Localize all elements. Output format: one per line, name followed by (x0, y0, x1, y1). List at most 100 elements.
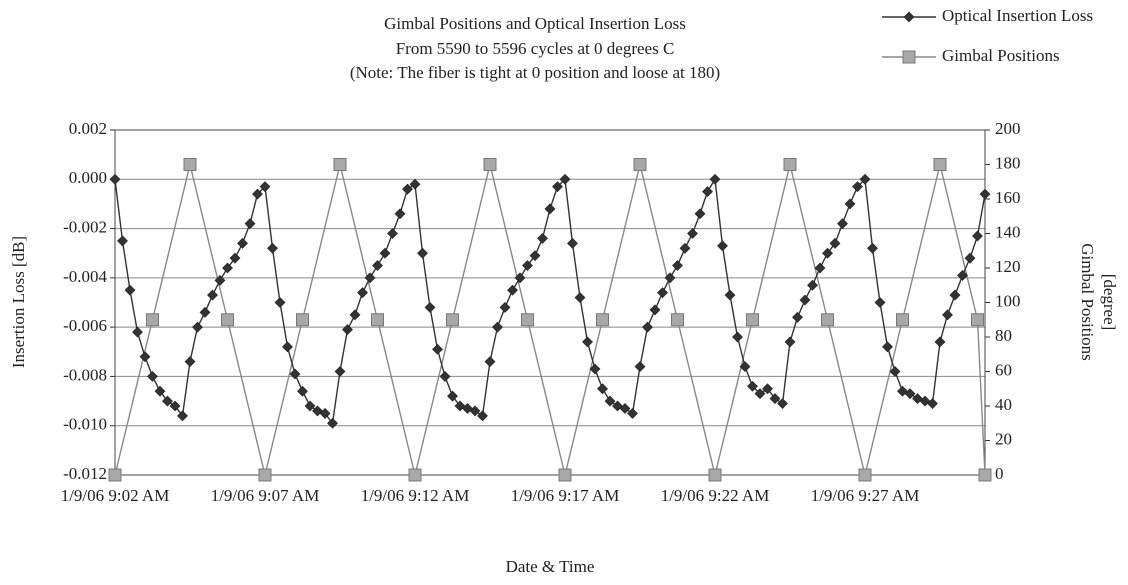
marker (221, 313, 234, 327)
y2-tick-label: 100 (995, 291, 1021, 310)
marker (372, 260, 383, 271)
y2-tick-label: 200 (995, 119, 1021, 138)
marker (334, 366, 346, 377)
marker (402, 183, 413, 195)
legend-marker (903, 11, 915, 23)
marker (709, 173, 721, 185)
legend-label: Gimbal Positions (942, 46, 1060, 65)
marker (207, 289, 218, 301)
x-tick-label: 1/9/06 9:22 AM (661, 486, 770, 505)
marker (762, 383, 773, 395)
marker (507, 284, 518, 296)
marker (821, 313, 834, 327)
legend-marker (902, 50, 916, 64)
marker (708, 468, 722, 482)
marker (394, 208, 406, 220)
marker (267, 242, 278, 254)
marker (333, 158, 347, 171)
marker (297, 385, 308, 397)
marker (754, 388, 766, 400)
marker (132, 326, 143, 338)
marker (184, 356, 196, 368)
marker (124, 284, 136, 296)
marker (258, 468, 272, 482)
marker (154, 385, 166, 397)
marker (327, 417, 338, 429)
y-tick-label: -0.006 (63, 316, 107, 335)
y2-axis-label: Gimbal Positions (1078, 243, 1097, 361)
marker (904, 388, 916, 400)
marker (379, 247, 391, 259)
y2-tick-label: 20 (995, 429, 1012, 448)
marker (183, 158, 197, 171)
marker (858, 468, 872, 482)
marker (252, 188, 263, 200)
marker (777, 398, 788, 409)
marker (867, 242, 878, 254)
marker (807, 279, 818, 291)
marker (874, 297, 886, 308)
marker (108, 468, 122, 482)
marker (933, 158, 947, 171)
marker (927, 398, 938, 409)
x-tick-label: 1/9/06 9:12 AM (361, 486, 470, 505)
marker (837, 218, 848, 230)
marker (409, 178, 421, 190)
chart-subtitle: From 5590 to 5596 cycles at 0 degrees C (396, 39, 675, 58)
marker (792, 311, 803, 323)
y-tick-label: -0.012 (63, 464, 107, 483)
marker (514, 272, 526, 284)
marker (619, 403, 631, 414)
marker (162, 395, 173, 407)
marker (972, 230, 983, 242)
marker (244, 218, 256, 230)
marker (282, 341, 293, 353)
marker (679, 242, 691, 254)
marker (537, 233, 548, 244)
plot-frame (114, 129, 986, 476)
marker (552, 181, 563, 193)
marker (192, 321, 203, 333)
marker (672, 260, 683, 271)
y-tick-label: -0.010 (63, 415, 107, 434)
marker (483, 158, 497, 171)
marker (859, 173, 871, 185)
marker (627, 407, 638, 419)
y2-tick-label: 180 (995, 153, 1021, 172)
marker (521, 313, 534, 327)
marker (484, 356, 496, 368)
y-tick-label: 0.002 (69, 119, 107, 138)
marker (469, 405, 481, 417)
marker (739, 361, 751, 372)
marker (889, 366, 901, 377)
x-tick-label: 1/9/06 9:27 AM (811, 486, 920, 505)
marker (642, 321, 653, 333)
marker (633, 158, 647, 171)
y-axis-label: Insertion Loss [dB] (9, 236, 28, 368)
marker (769, 393, 781, 405)
marker (687, 228, 698, 239)
marker (964, 252, 976, 264)
marker (657, 287, 668, 299)
marker (229, 252, 241, 264)
y2-tick-label: 60 (995, 360, 1012, 379)
marker (147, 371, 158, 382)
marker (747, 380, 758, 392)
marker (439, 371, 451, 382)
marker (222, 262, 233, 274)
marker (896, 313, 909, 327)
marker (169, 400, 181, 412)
marker (604, 395, 616, 407)
marker (717, 240, 728, 252)
marker (799, 294, 811, 306)
marker (274, 297, 286, 308)
marker (574, 292, 586, 303)
marker (408, 468, 422, 482)
marker (364, 272, 376, 284)
marker (694, 208, 706, 220)
marker (978, 468, 992, 482)
marker (949, 289, 961, 301)
marker (829, 237, 841, 249)
y-tick-label: -0.004 (63, 267, 107, 286)
